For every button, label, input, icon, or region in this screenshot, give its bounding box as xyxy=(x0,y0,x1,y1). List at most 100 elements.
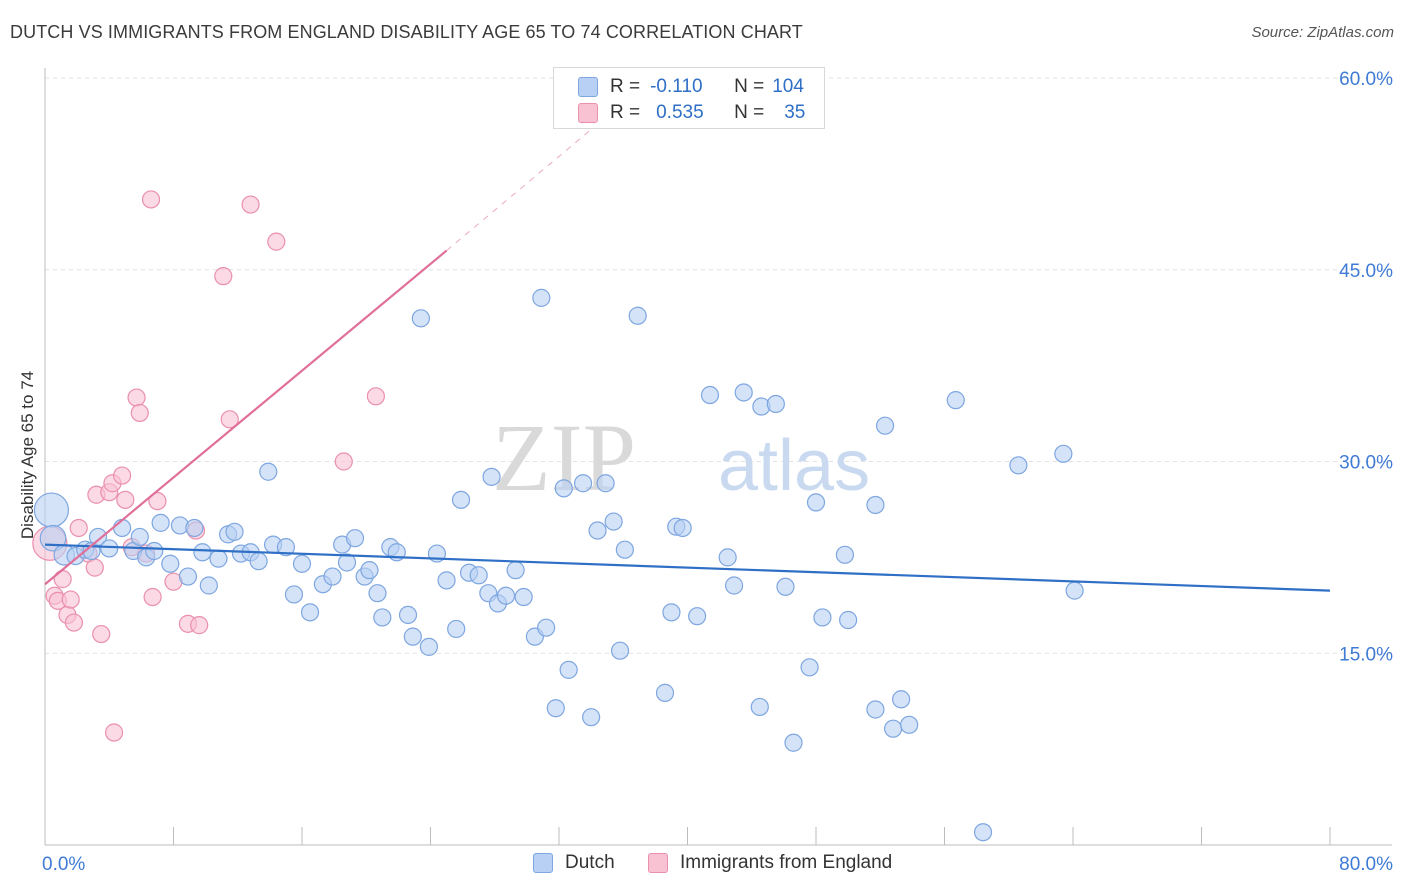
dutch-point xyxy=(554,479,573,498)
y-tick-label: 45.0% xyxy=(1339,261,1393,282)
dutch-point xyxy=(734,383,753,402)
gridlines xyxy=(45,77,1392,654)
dutch-point xyxy=(161,554,180,573)
dutch-point xyxy=(337,553,357,572)
dutch-point xyxy=(249,552,268,571)
dutch-n-value: 104 xyxy=(772,76,804,97)
dutch-point xyxy=(946,391,965,410)
dutch-point xyxy=(532,288,551,307)
dutch-point xyxy=(973,823,993,842)
legend-dutch-label: Dutch xyxy=(565,852,615,873)
dutch-point xyxy=(596,474,615,493)
dutch-point xyxy=(300,603,320,622)
chart-title: DUTCH VS IMMIGRANTS FROM ENGLAND DISABIL… xyxy=(10,22,803,42)
england-point xyxy=(130,403,149,423)
dutch-r-label: R = xyxy=(610,76,641,97)
dutch-point xyxy=(1054,444,1073,463)
dutch-point xyxy=(866,495,885,515)
dutch-point xyxy=(451,490,471,509)
dutch-point xyxy=(1065,581,1084,600)
y-tick-label: 15.0% xyxy=(1339,644,1393,665)
dutch-point xyxy=(112,518,132,538)
dutch-point xyxy=(766,394,785,414)
dutch-point xyxy=(655,683,675,702)
dutch-point xyxy=(209,549,228,568)
england-point xyxy=(241,195,260,214)
source-credit: Source: ZipAtlas.com xyxy=(1251,24,1394,41)
dutch-point xyxy=(145,541,164,561)
england-point xyxy=(92,624,111,644)
england-r-value: 0.535 xyxy=(656,102,704,123)
england-point xyxy=(116,490,135,509)
dutch-point xyxy=(259,462,278,481)
dutch-point xyxy=(292,554,312,573)
dutch-point xyxy=(588,521,607,540)
dutch-point xyxy=(559,660,578,679)
dutch-n-label: N = xyxy=(734,76,765,97)
dutch-point xyxy=(469,566,488,585)
england-point xyxy=(104,723,124,742)
dutch-point xyxy=(615,540,634,559)
dutch-point xyxy=(776,577,795,596)
england-point xyxy=(214,267,233,286)
dutch-point xyxy=(537,618,556,637)
england-n-value: 35 xyxy=(784,102,806,123)
dutch-point xyxy=(178,567,198,586)
dutch-point xyxy=(151,513,170,532)
stats-legend: R = -0.110 N = 104 R = 0.535 N = 35 xyxy=(553,67,825,129)
dutch-point xyxy=(130,527,149,547)
dutch-point xyxy=(284,585,304,604)
dutch-point xyxy=(403,627,422,646)
dutch-point xyxy=(447,619,466,639)
legend-england-swatch xyxy=(648,853,668,873)
legend-item-england[interactable]: Immigrants from England xyxy=(648,852,892,874)
dutch-point xyxy=(323,567,342,586)
dutch-point xyxy=(185,518,204,538)
dutch-point xyxy=(813,608,832,627)
dutch-point xyxy=(514,587,533,607)
england-point xyxy=(64,613,84,632)
dutch-point xyxy=(900,715,919,734)
dutch-point xyxy=(604,512,623,531)
dutch-point xyxy=(875,416,895,435)
england-points xyxy=(32,190,385,742)
dutch-point xyxy=(345,529,365,548)
england-point xyxy=(143,587,162,607)
dutch-point xyxy=(419,637,438,656)
dutch-point xyxy=(546,699,565,718)
dutch-point xyxy=(835,545,855,564)
england-point xyxy=(267,232,286,251)
england-n-label: N = xyxy=(734,102,765,123)
y-tick-label: 60.0% xyxy=(1339,69,1393,90)
tick-labels: 15.0% 30.0% 45.0% 60.0% 0.0% 80.0% xyxy=(42,69,1393,875)
dutch-point xyxy=(673,518,692,538)
england-point xyxy=(141,190,161,209)
dutch-point xyxy=(199,576,218,595)
dutch-point xyxy=(225,522,244,541)
england-point xyxy=(61,590,80,609)
legend-item-dutch[interactable]: Dutch xyxy=(533,852,615,874)
dutch-point xyxy=(883,719,903,738)
legend-dutch-swatch xyxy=(533,853,553,873)
dutch-point xyxy=(800,658,819,677)
stats-row-dutch: R = -0.110 N = 104 xyxy=(578,74,804,100)
england-point xyxy=(334,452,353,471)
bottom-legend: Dutch Immigrants from England xyxy=(0,852,1406,878)
dutch-point xyxy=(700,385,720,405)
dutch-point xyxy=(482,467,501,486)
trendlines xyxy=(44,122,1331,592)
dutch-point xyxy=(496,586,516,605)
watermark-atlas: atlas xyxy=(718,426,870,506)
england-point xyxy=(85,558,104,577)
x-tick-label-min: 0.0% xyxy=(42,854,85,875)
x-tick-label-max: 80.0% xyxy=(1339,854,1393,875)
england-r-label: R = xyxy=(610,102,641,123)
dutch-point xyxy=(628,306,647,325)
england-point xyxy=(190,616,209,635)
england-point xyxy=(148,492,167,511)
england-trendline-extension xyxy=(446,122,600,251)
dutch-point xyxy=(839,610,858,630)
dutch-trendline xyxy=(44,543,1331,592)
dutch-point xyxy=(866,700,885,719)
